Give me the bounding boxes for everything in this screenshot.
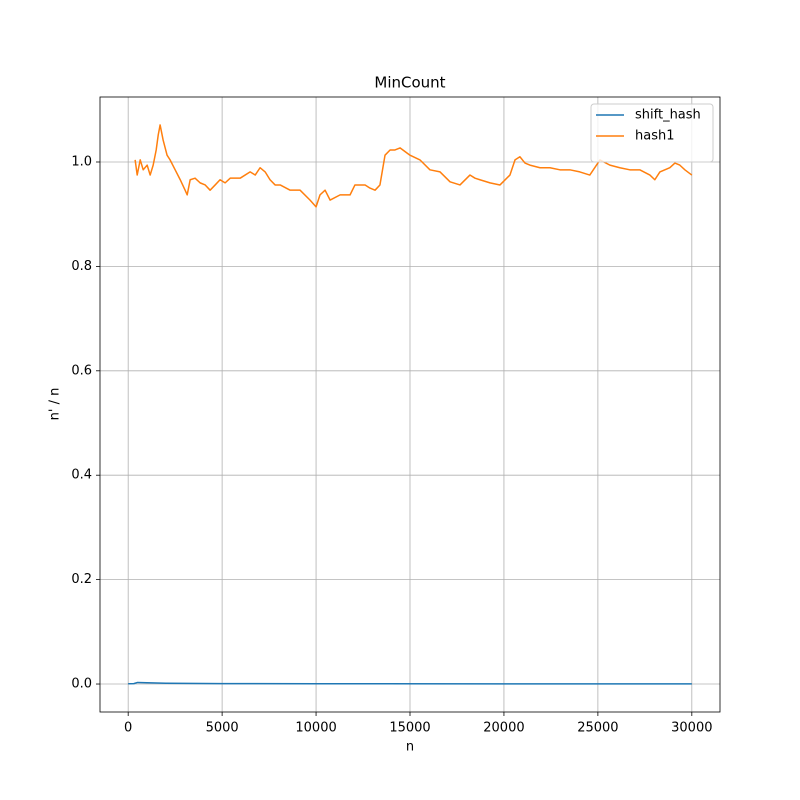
x-tick-label: 5000 xyxy=(206,721,239,736)
x-tick-label: 15000 xyxy=(389,721,430,736)
y-tick-label: 0.8 xyxy=(71,259,92,274)
y-axis-label: n' / n xyxy=(48,388,63,421)
legend-label: hash1 xyxy=(635,129,675,144)
legend: shift_hash hash1 xyxy=(590,103,714,163)
x-tick-label: 20000 xyxy=(483,721,524,736)
y-tick-label: 0.2 xyxy=(71,572,92,587)
y-tick-label: 0.6 xyxy=(71,363,92,378)
x-tick-label: 25000 xyxy=(577,721,618,736)
series-line xyxy=(128,681,692,685)
plot-area xyxy=(128,124,693,685)
y-tick-label: 0.4 xyxy=(71,468,92,483)
series-line xyxy=(134,124,693,208)
y-tick-label: 0.0 xyxy=(71,677,92,692)
x-tick-label: 10000 xyxy=(295,721,336,736)
x-tick-label: 0 xyxy=(124,721,132,736)
y-tick-label: 1.0 xyxy=(71,154,92,169)
chart-title: MinCount xyxy=(374,74,445,92)
x-tick-label: 30000 xyxy=(671,721,712,736)
legend-label: shift_hash xyxy=(635,108,701,123)
x-axis-label: n xyxy=(406,740,414,755)
legend-box xyxy=(590,103,714,163)
